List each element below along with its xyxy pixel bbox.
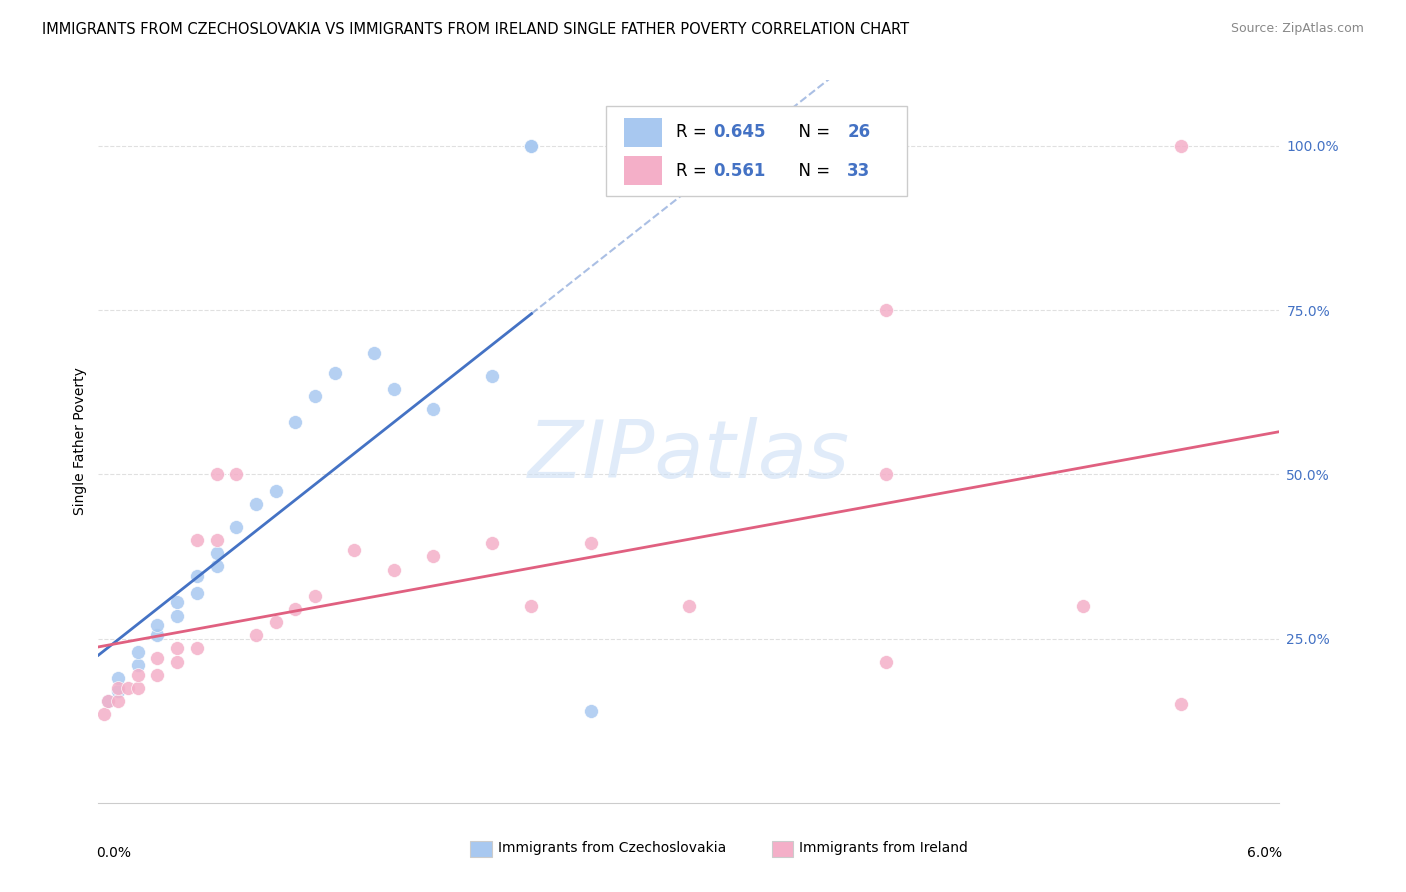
- Text: R =: R =: [676, 161, 711, 179]
- Text: ZIPatlas: ZIPatlas: [527, 417, 851, 495]
- Point: [264, 615, 287, 630]
- Text: N =: N =: [789, 123, 835, 141]
- Point: [422, 401, 444, 416]
- Point: [284, 602, 307, 616]
- Point: [117, 681, 139, 695]
- Point: [481, 536, 503, 550]
- Point: [875, 655, 897, 669]
- Point: [520, 599, 543, 613]
- Point: [127, 667, 149, 681]
- Point: [146, 618, 169, 632]
- Point: [127, 681, 149, 695]
- Point: [205, 533, 228, 547]
- Point: [186, 641, 208, 656]
- Point: [520, 139, 543, 153]
- Point: [205, 546, 228, 560]
- Point: [166, 608, 188, 623]
- Point: [1170, 139, 1192, 153]
- Point: [284, 415, 307, 429]
- Point: [579, 536, 602, 550]
- Text: 0.645: 0.645: [714, 123, 766, 141]
- Text: 26: 26: [848, 123, 870, 141]
- Point: [97, 694, 120, 708]
- Text: 0.561: 0.561: [714, 161, 766, 179]
- Point: [363, 346, 385, 360]
- Point: [205, 559, 228, 574]
- Text: Immigrants from Ireland: Immigrants from Ireland: [799, 841, 967, 855]
- Point: [97, 694, 120, 708]
- Text: N =: N =: [789, 161, 835, 179]
- Point: [304, 388, 326, 402]
- Point: [166, 641, 188, 656]
- Point: [146, 628, 169, 642]
- Y-axis label: Single Father Poverty: Single Father Poverty: [73, 368, 87, 516]
- Point: [264, 483, 287, 498]
- Point: [186, 533, 208, 547]
- Point: [678, 599, 700, 613]
- Point: [127, 645, 149, 659]
- Text: Source: ZipAtlas.com: Source: ZipAtlas.com: [1230, 22, 1364, 36]
- Point: [1071, 599, 1094, 613]
- FancyBboxPatch shape: [606, 105, 907, 196]
- Point: [107, 684, 129, 698]
- Point: [382, 382, 405, 396]
- Point: [579, 704, 602, 718]
- Point: [343, 542, 366, 557]
- Text: 0.0%: 0.0%: [96, 847, 131, 860]
- FancyBboxPatch shape: [471, 841, 492, 857]
- Point: [166, 655, 188, 669]
- Point: [422, 549, 444, 564]
- Point: [146, 651, 169, 665]
- Text: IMMIGRANTS FROM CZECHOSLOVAKIA VS IMMIGRANTS FROM IRELAND SINGLE FATHER POVERTY : IMMIGRANTS FROM CZECHOSLOVAKIA VS IMMIGR…: [42, 22, 910, 37]
- Point: [225, 467, 247, 482]
- Point: [166, 595, 188, 609]
- Point: [127, 657, 149, 672]
- Point: [186, 585, 208, 599]
- Point: [520, 139, 543, 153]
- Point: [382, 563, 405, 577]
- FancyBboxPatch shape: [624, 118, 662, 147]
- Text: 33: 33: [848, 161, 870, 179]
- Point: [146, 667, 169, 681]
- Point: [875, 303, 897, 318]
- Point: [205, 467, 228, 482]
- FancyBboxPatch shape: [772, 841, 793, 857]
- Point: [245, 628, 267, 642]
- Point: [1170, 698, 1192, 712]
- Point: [481, 368, 503, 383]
- Point: [93, 707, 115, 722]
- Point: [323, 366, 346, 380]
- Point: [107, 694, 129, 708]
- FancyBboxPatch shape: [624, 156, 662, 185]
- Point: [107, 671, 129, 685]
- Text: 6.0%: 6.0%: [1247, 847, 1282, 860]
- Text: R =: R =: [676, 123, 711, 141]
- Point: [304, 589, 326, 603]
- Text: Immigrants from Czechoslovakia: Immigrants from Czechoslovakia: [498, 841, 725, 855]
- Point: [186, 569, 208, 583]
- Point: [225, 520, 247, 534]
- Point: [245, 497, 267, 511]
- Point: [875, 467, 897, 482]
- Point: [107, 681, 129, 695]
